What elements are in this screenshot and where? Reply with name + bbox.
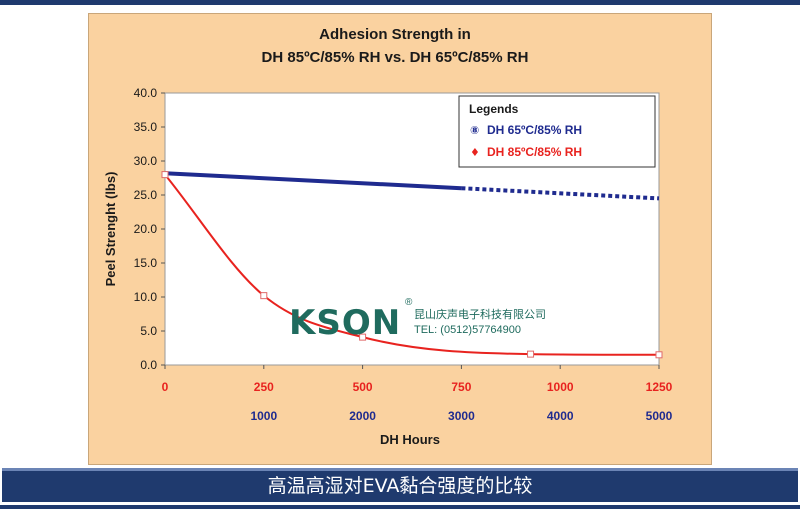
legend-marker-85-icon: ♦ (470, 146, 480, 159)
caption-bar: 高温高湿对EVA黏合强度的比较 (2, 468, 798, 502)
legend-marker-65-icon: ⑧ (470, 124, 479, 137)
x-tick-label: 0 (162, 380, 169, 394)
x-tick-label: 1000 (547, 380, 574, 394)
watermark-logo: KSON (289, 303, 401, 343)
chart-panel: Adhesion Strength in DH 85ºC/85% RH vs. … (88, 13, 712, 465)
top-border (0, 0, 800, 5)
x-tick-label: 250 (254, 380, 274, 394)
x-axis-label: DH Hours (380, 432, 440, 447)
legend: Legends ⑧ DH 65ºC/85% RH ♦ DH 85ºC/85% R… (458, 95, 656, 168)
y-tick-label: 15.0 (134, 256, 158, 270)
watermark-company: 昆山庆声电子科技有限公司 (414, 307, 546, 321)
x-tick-label: 500 (353, 380, 373, 394)
x-tick-label: 750 (451, 380, 471, 394)
series-85-point (527, 350, 535, 358)
x-tick-label: 1250 (646, 380, 673, 394)
y-tick-label: 5.0 (140, 324, 157, 338)
x-secondary-tick-label: 1000 (250, 409, 277, 423)
x-secondary-tick-label: 2000 (349, 409, 376, 423)
legend-box (458, 95, 656, 168)
series-line-65-dashed (461, 186, 660, 201)
chart-title-line-1: Adhesion Strength in (319, 26, 471, 43)
x-secondary-tick-label: 4000 (547, 409, 574, 423)
y-tick-label: 35.0 (134, 120, 158, 134)
y-axis-label: Peel Strenght (lbs) (103, 172, 118, 287)
x-secondary-tick-label: 5000 (646, 409, 673, 423)
y-axis-ticks: 0.0 5.0 10.0 15.0 20.0 25.0 30.0 35.0 40.0 (134, 86, 165, 372)
bottom-border (0, 505, 800, 509)
chart: Adhesion Strength in DH 85ºC/85% RH vs. … (103, 26, 673, 447)
legend-title: Legends (469, 102, 519, 116)
registered-mark-icon: ® (405, 297, 413, 308)
watermark-tel: TEL: (0512)57764900 (414, 324, 521, 336)
y-tick-label: 20.0 (134, 222, 158, 236)
y-tick-label: 10.0 (134, 290, 158, 304)
legend-item-85: DH 85ºC/85% RH (487, 145, 582, 159)
series-85-point (359, 333, 367, 341)
y-tick-label: 40.0 (134, 86, 158, 100)
caption: 高温高湿对EVA黏合强度的比较 (267, 475, 533, 497)
series-line-65-solid (164, 171, 462, 191)
chart-title-line-2: DH 85ºC/85% RH vs. DH 65ºC/85% RH (262, 49, 529, 66)
legend-item-65: DH 65ºC/85% RH (487, 123, 582, 137)
watermark: KSON ® 昆山庆声电子科技有限公司 TEL: (0512)57764900 (289, 297, 546, 343)
series-85-point (655, 351, 663, 359)
y-tick-label: 30.0 (134, 154, 158, 168)
series-85-point (260, 292, 268, 300)
series (161, 171, 663, 359)
x-secondary-tick-label: 3000 (448, 409, 475, 423)
y-tick-label: 25.0 (134, 188, 158, 202)
series-85-point (161, 171, 169, 179)
x-axis-ticks: 0 250 500 750 1000 1250 1000 2000 3000 4000 5000 (162, 365, 673, 423)
y-tick-label: 0.0 (140, 358, 157, 372)
